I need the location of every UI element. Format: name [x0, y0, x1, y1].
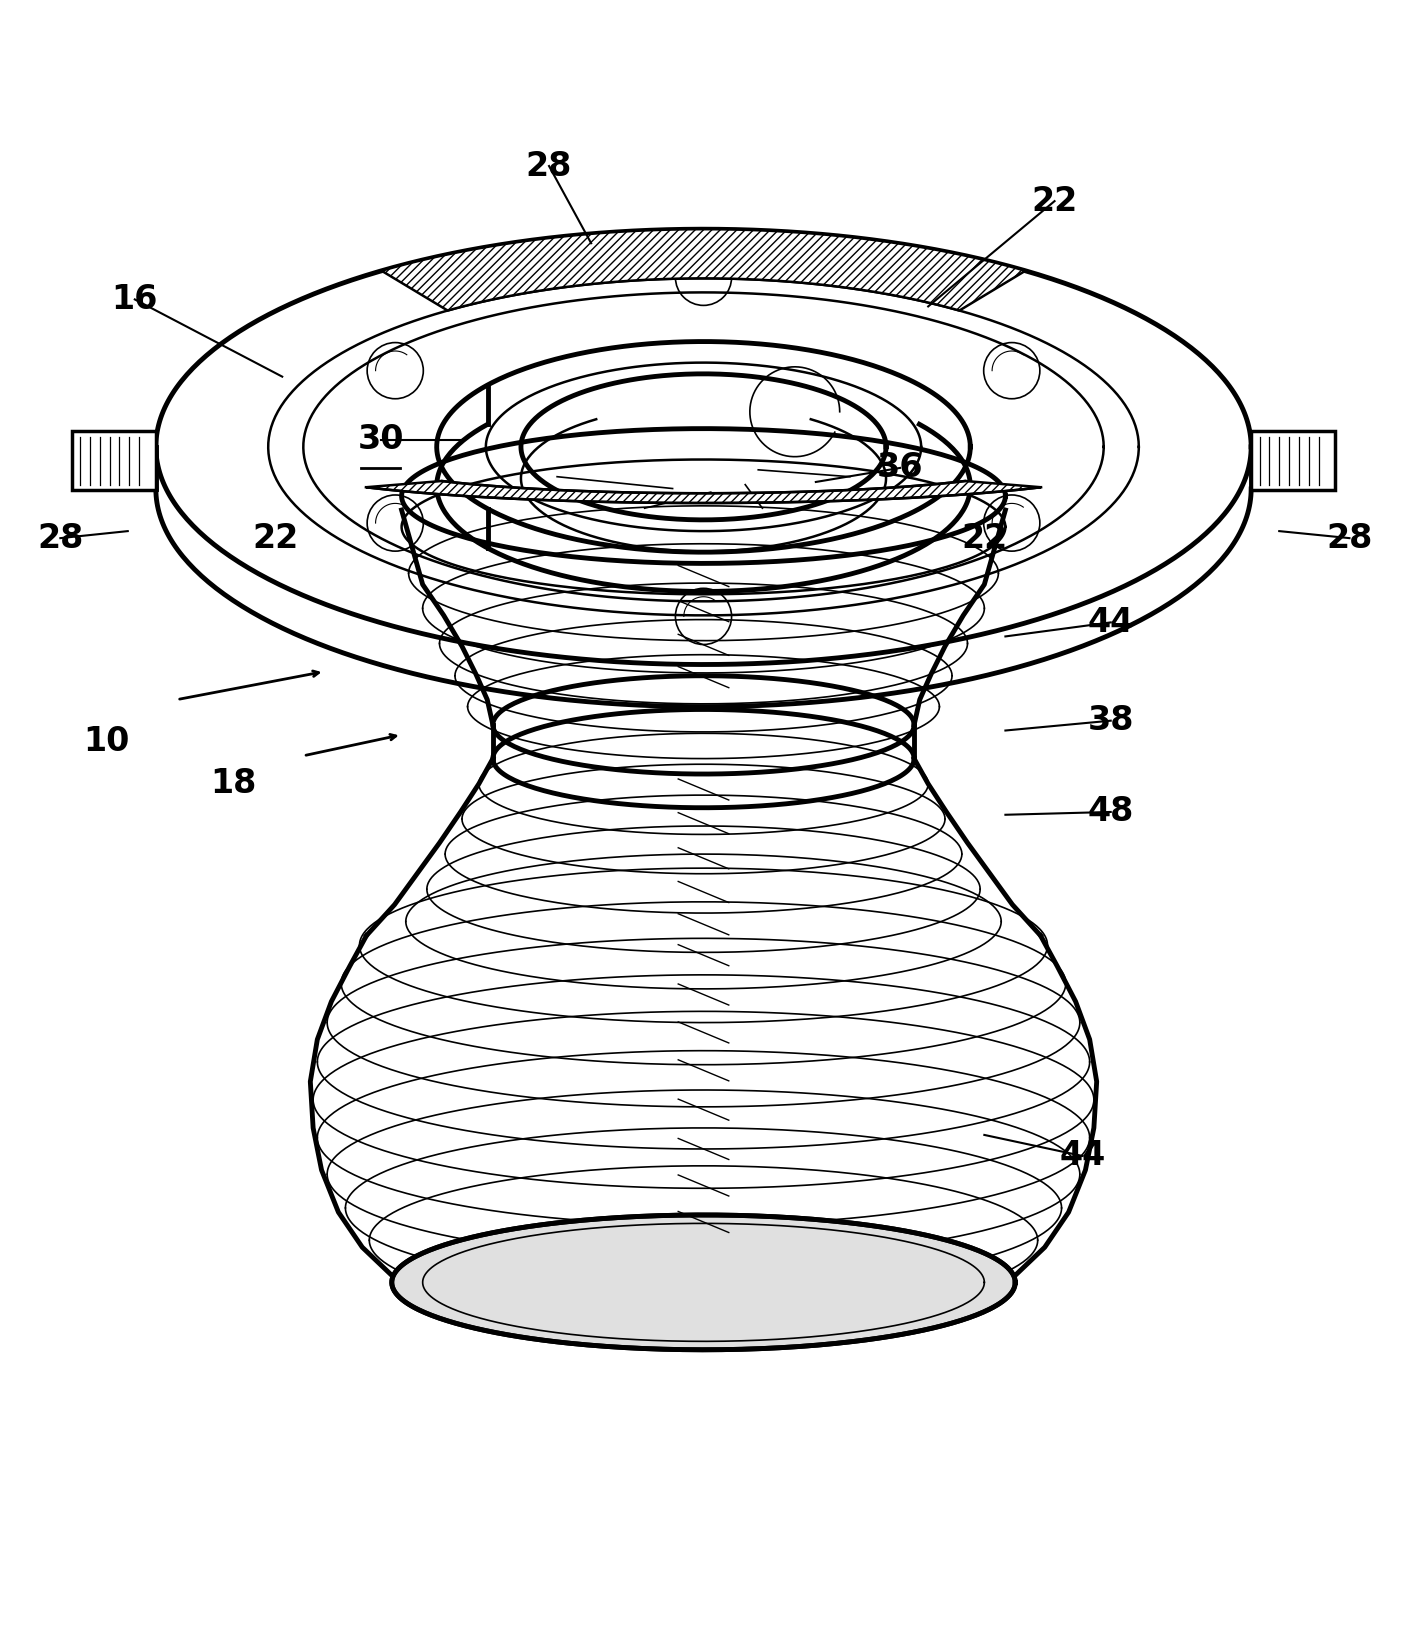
Text: 28: 28	[37, 522, 83, 555]
Text: 44: 44	[1059, 1140, 1106, 1173]
Text: 28: 28	[1327, 522, 1373, 555]
Text: 28: 28	[526, 150, 573, 182]
Text: 10: 10	[83, 725, 129, 758]
Text: 36: 36	[877, 451, 923, 484]
Text: 22: 22	[252, 522, 298, 555]
Polygon shape	[1251, 431, 1335, 491]
Text: 44: 44	[1088, 606, 1134, 639]
Text: 16: 16	[111, 282, 158, 316]
Polygon shape	[366, 481, 1041, 502]
Polygon shape	[72, 431, 156, 491]
Polygon shape	[391, 1214, 1016, 1350]
Text: 38: 38	[1088, 704, 1134, 737]
Text: 48: 48	[1088, 796, 1134, 828]
Text: 22: 22	[1031, 185, 1078, 218]
Text: 22: 22	[961, 522, 1007, 555]
Polygon shape	[381, 230, 1026, 311]
Text: 18: 18	[210, 768, 256, 800]
Text: 30: 30	[357, 423, 404, 456]
